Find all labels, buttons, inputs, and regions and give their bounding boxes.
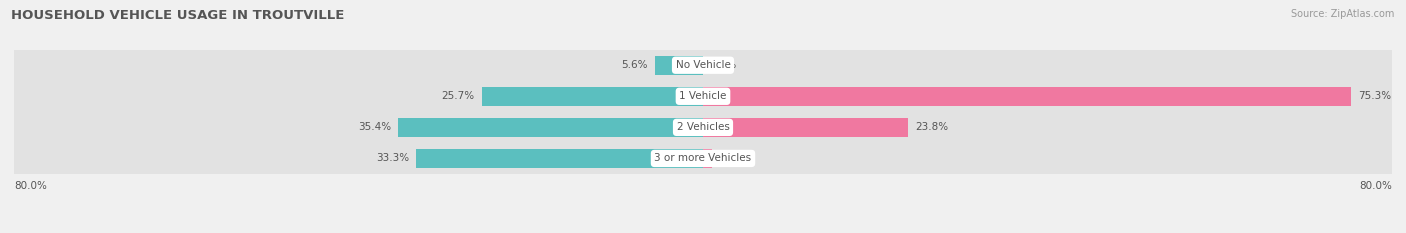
Text: 1 Vehicle: 1 Vehicle xyxy=(679,91,727,101)
Text: 80.0%: 80.0% xyxy=(14,181,46,191)
Bar xyxy=(14,143,1392,174)
Text: HOUSEHOLD VEHICLE USAGE IN TROUTVILLE: HOUSEHOLD VEHICLE USAGE IN TROUTVILLE xyxy=(11,9,344,22)
Text: 25.7%: 25.7% xyxy=(441,91,475,101)
Text: 35.4%: 35.4% xyxy=(359,122,391,132)
Text: 0.99%: 0.99% xyxy=(718,154,751,163)
Text: 80.0%: 80.0% xyxy=(1360,181,1392,191)
Text: 75.3%: 75.3% xyxy=(1358,91,1392,101)
Bar xyxy=(655,56,703,75)
Text: 3 or more Vehicles: 3 or more Vehicles xyxy=(654,154,752,163)
Text: 5.6%: 5.6% xyxy=(621,60,648,70)
Text: 0.0%: 0.0% xyxy=(710,60,737,70)
Text: 33.3%: 33.3% xyxy=(377,154,409,163)
Legend: Owner-occupied, Renter-occupied: Owner-occupied, Renter-occupied xyxy=(591,231,815,233)
Bar xyxy=(703,149,711,168)
Text: Source: ZipAtlas.com: Source: ZipAtlas.com xyxy=(1291,9,1395,19)
Bar xyxy=(14,50,1392,81)
Text: 23.8%: 23.8% xyxy=(915,122,948,132)
Bar xyxy=(703,118,908,137)
Text: No Vehicle: No Vehicle xyxy=(675,60,731,70)
Bar xyxy=(14,112,1392,143)
Bar xyxy=(703,87,1351,106)
Bar xyxy=(482,87,703,106)
Bar xyxy=(416,149,703,168)
Text: 2 Vehicles: 2 Vehicles xyxy=(676,122,730,132)
Bar xyxy=(14,81,1392,112)
Bar xyxy=(398,118,703,137)
